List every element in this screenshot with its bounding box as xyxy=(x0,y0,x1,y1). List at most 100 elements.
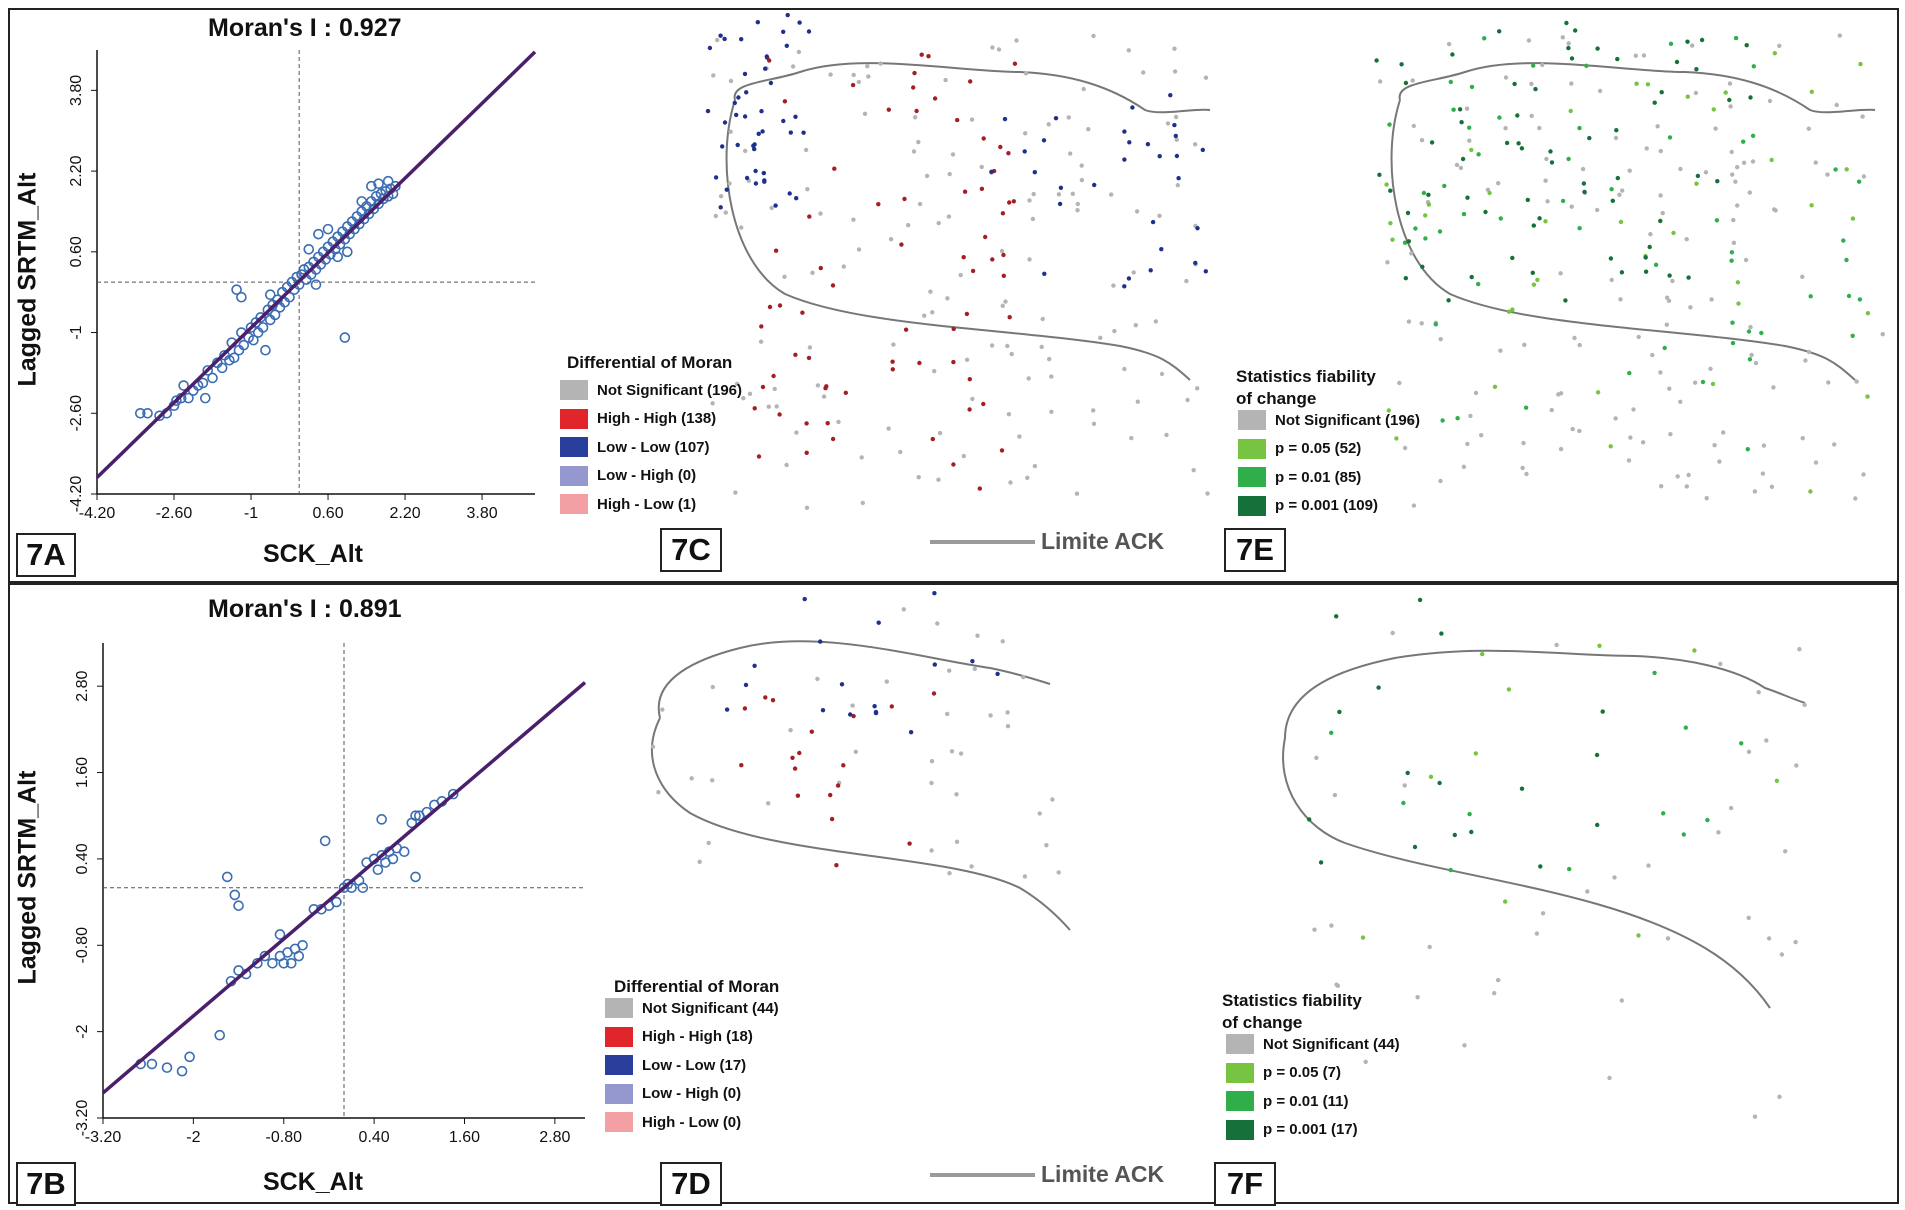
legend-swatch xyxy=(1226,1119,1254,1140)
map-dot xyxy=(1040,316,1045,322)
map-dot xyxy=(1705,817,1710,823)
panel-tag-7d: 7D xyxy=(660,1162,722,1206)
map-dot xyxy=(1168,93,1173,98)
map-dot xyxy=(1636,933,1641,938)
map-dot xyxy=(999,248,1005,254)
map-7e xyxy=(1374,20,1885,508)
map-dot xyxy=(876,620,881,625)
data-point-7b xyxy=(293,950,305,962)
legend-item: High - High (18) xyxy=(605,1026,753,1047)
legend-label: Not Significant (196) xyxy=(597,381,743,399)
scatter-plot-7a: -4.20 -2.60 -1 0.60 2.20 3.80 -4.20 -2.60 -1 0.60… xyxy=(68,50,537,522)
map-dot xyxy=(1666,298,1672,303)
map-dot xyxy=(1800,436,1805,441)
map-dot xyxy=(1693,380,1698,385)
map-dot xyxy=(1031,191,1036,197)
map-dot xyxy=(1813,160,1818,165)
map-dot xyxy=(1659,90,1664,95)
map-dot xyxy=(1001,273,1006,278)
map-dot xyxy=(759,324,764,329)
data-point-7a xyxy=(178,380,189,391)
map-dot xyxy=(1844,167,1849,172)
map-dot xyxy=(1068,151,1073,156)
data-point-7b xyxy=(278,957,290,969)
map-dot xyxy=(1066,115,1071,120)
legend-item: Low - Low (17) xyxy=(605,1055,746,1075)
map-dot xyxy=(774,404,779,409)
map-dot xyxy=(820,708,826,713)
map-dot xyxy=(1850,333,1855,338)
map-dot xyxy=(1522,342,1527,347)
map-dot xyxy=(1007,315,1012,320)
legend-label: p = 0.05 (7) xyxy=(1263,1064,1341,1081)
panel-tag-7a: 7A xyxy=(16,533,76,577)
map-dot xyxy=(899,242,904,247)
map-dot xyxy=(1374,58,1379,63)
map-dot xyxy=(1145,142,1151,147)
map-dot xyxy=(1730,340,1736,346)
map-dot xyxy=(1307,817,1312,822)
legend-swatch xyxy=(1238,467,1266,487)
map-dot xyxy=(1752,489,1758,494)
map-dot xyxy=(1800,274,1805,279)
map-dot xyxy=(1057,201,1063,207)
map-dot xyxy=(711,73,716,78)
map-dot xyxy=(911,85,916,90)
map-dot xyxy=(1126,276,1132,281)
limit-line-swatch xyxy=(930,539,1035,544)
map-dot xyxy=(1531,223,1536,228)
map-dot xyxy=(1318,860,1324,865)
map-dot xyxy=(823,386,828,391)
map-dot xyxy=(1193,260,1198,266)
data-point-7b xyxy=(447,788,459,800)
map-dot xyxy=(810,270,815,275)
map-dot xyxy=(926,54,931,59)
map-dot xyxy=(1022,149,1027,154)
map-dot xyxy=(1615,56,1620,62)
map-dot xyxy=(1469,84,1475,90)
map-dot xyxy=(804,450,809,455)
map-dot xyxy=(1521,440,1526,446)
y-tick-label-7a: -1 xyxy=(68,325,85,339)
map-dot xyxy=(1390,630,1395,636)
map-dot xyxy=(1452,832,1457,838)
legend-item: p = 0.05 (7) xyxy=(1226,1062,1341,1083)
map-dot xyxy=(1808,489,1813,494)
map-dot xyxy=(968,79,973,84)
map-dot xyxy=(1049,374,1054,379)
map-dot xyxy=(1334,982,1339,987)
data-point-7a xyxy=(257,322,269,333)
map-dot xyxy=(1332,792,1338,798)
legend-label: High - Low (0) xyxy=(642,1113,742,1131)
map-dot xyxy=(1607,1075,1612,1081)
map-dot xyxy=(766,404,771,409)
map-dot xyxy=(766,801,771,806)
map-dot xyxy=(1809,89,1814,95)
map-dot xyxy=(763,695,768,700)
y-tick-label-7b: 0.40 xyxy=(74,843,91,874)
map-dot xyxy=(1543,219,1548,224)
map-dot xyxy=(787,191,792,196)
map-dot xyxy=(784,43,789,48)
map-dot xyxy=(1668,432,1673,437)
map-dot xyxy=(848,712,853,717)
map-dot xyxy=(878,61,883,66)
map-dot xyxy=(1558,271,1563,276)
map-dot xyxy=(1428,774,1434,779)
data-point-7a xyxy=(303,243,315,255)
map-dot xyxy=(977,486,982,491)
map-dot xyxy=(1042,271,1047,276)
map-dot xyxy=(782,274,787,279)
map-dot xyxy=(1292,1020,1297,1026)
map-dot xyxy=(720,144,725,149)
legend-item: Low - Low (107) xyxy=(560,437,710,457)
data-point-7a xyxy=(248,334,259,346)
data-point-7a xyxy=(228,352,240,364)
map-dot xyxy=(1205,491,1210,496)
map-dot xyxy=(828,792,833,798)
map-7c xyxy=(705,12,1211,510)
map-dot xyxy=(1661,811,1666,816)
map-dot xyxy=(1808,294,1813,299)
map-dot xyxy=(1636,334,1641,340)
map-dot xyxy=(1597,643,1602,648)
